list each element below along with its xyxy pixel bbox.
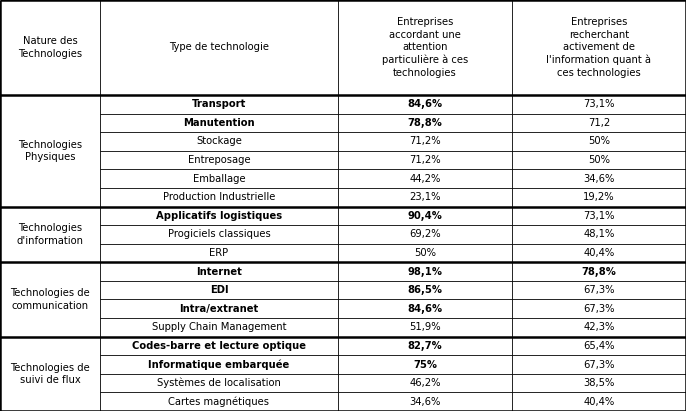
Text: 75%: 75% [413, 360, 437, 369]
Text: 50%: 50% [588, 136, 610, 146]
Text: Progiciels classiques: Progiciels classiques [167, 229, 270, 240]
Text: Emballage: Emballage [193, 173, 246, 184]
Text: Internet: Internet [196, 267, 242, 277]
Text: Stockage: Stockage [196, 136, 242, 146]
Text: 46,2%: 46,2% [410, 378, 440, 388]
Text: 84,6%: 84,6% [407, 304, 442, 314]
Text: 48,1%: 48,1% [583, 229, 615, 240]
Text: Technologies
Physiques: Technologies Physiques [18, 140, 82, 162]
Text: 98,1%: 98,1% [407, 267, 442, 277]
Text: 69,2%: 69,2% [409, 229, 441, 240]
Text: 40,4%: 40,4% [583, 397, 615, 407]
Text: 34,6%: 34,6% [410, 397, 440, 407]
Text: 23,1%: 23,1% [410, 192, 440, 202]
Text: Entreposage: Entreposage [188, 155, 250, 165]
Text: 86,5%: 86,5% [407, 285, 442, 295]
Text: Entreprises
accordant une
attention
particulière à ces
technologies: Entreprises accordant une attention part… [382, 17, 468, 78]
Text: Technologies de
suivi de flux: Technologies de suivi de flux [10, 363, 90, 385]
Text: Manutention: Manutention [183, 118, 255, 128]
Text: 71,2: 71,2 [588, 118, 610, 128]
Text: 78,8%: 78,8% [582, 267, 617, 277]
Text: 67,3%: 67,3% [583, 285, 615, 295]
Text: Technologies de
communication: Technologies de communication [10, 288, 90, 311]
Text: 73,1%: 73,1% [583, 211, 615, 221]
Text: Entreprises
recherchant
activement de
l'information quant à
ces technologies: Entreprises recherchant activement de l'… [547, 17, 652, 78]
Text: Applicatifs logistiques: Applicatifs logistiques [156, 211, 282, 221]
Text: Type de technologie: Type de technologie [169, 42, 269, 53]
Text: 42,3%: 42,3% [583, 322, 615, 332]
Text: 73,1%: 73,1% [583, 99, 615, 109]
Text: Codes-barre et lecture optique: Codes-barre et lecture optique [132, 341, 306, 351]
Text: Nature des
Technologies: Nature des Technologies [18, 36, 82, 59]
Text: 50%: 50% [414, 248, 436, 258]
Text: 50%: 50% [588, 155, 610, 165]
Text: Informatique embarquée: Informatique embarquée [148, 359, 289, 370]
Text: 67,3%: 67,3% [583, 360, 615, 369]
Text: Technologies
d'information: Technologies d'information [16, 223, 84, 246]
Text: 51,9%: 51,9% [409, 322, 441, 332]
Text: 90,4%: 90,4% [407, 211, 442, 221]
Text: 67,3%: 67,3% [583, 304, 615, 314]
Text: 40,4%: 40,4% [583, 248, 615, 258]
Text: 71,2%: 71,2% [409, 155, 441, 165]
Text: Cartes magnétiques: Cartes magnétiques [169, 397, 270, 407]
Text: 71,2%: 71,2% [409, 136, 441, 146]
Text: 82,7%: 82,7% [407, 341, 442, 351]
Text: Transport: Transport [192, 99, 246, 109]
Text: Supply Chain Management: Supply Chain Management [152, 322, 286, 332]
Text: EDI: EDI [210, 285, 228, 295]
Text: 19,2%: 19,2% [583, 192, 615, 202]
Text: 44,2%: 44,2% [410, 173, 440, 184]
Text: Systèmes de localisation: Systèmes de localisation [157, 378, 281, 388]
Text: 38,5%: 38,5% [583, 378, 615, 388]
Text: 78,8%: 78,8% [407, 118, 442, 128]
Text: 34,6%: 34,6% [583, 173, 615, 184]
Text: Intra/extranet: Intra/extranet [179, 304, 259, 314]
Text: ERP: ERP [209, 248, 228, 258]
Text: Production Industrielle: Production Industrielle [163, 192, 275, 202]
Text: 65,4%: 65,4% [583, 341, 615, 351]
Text: 84,6%: 84,6% [407, 99, 442, 109]
